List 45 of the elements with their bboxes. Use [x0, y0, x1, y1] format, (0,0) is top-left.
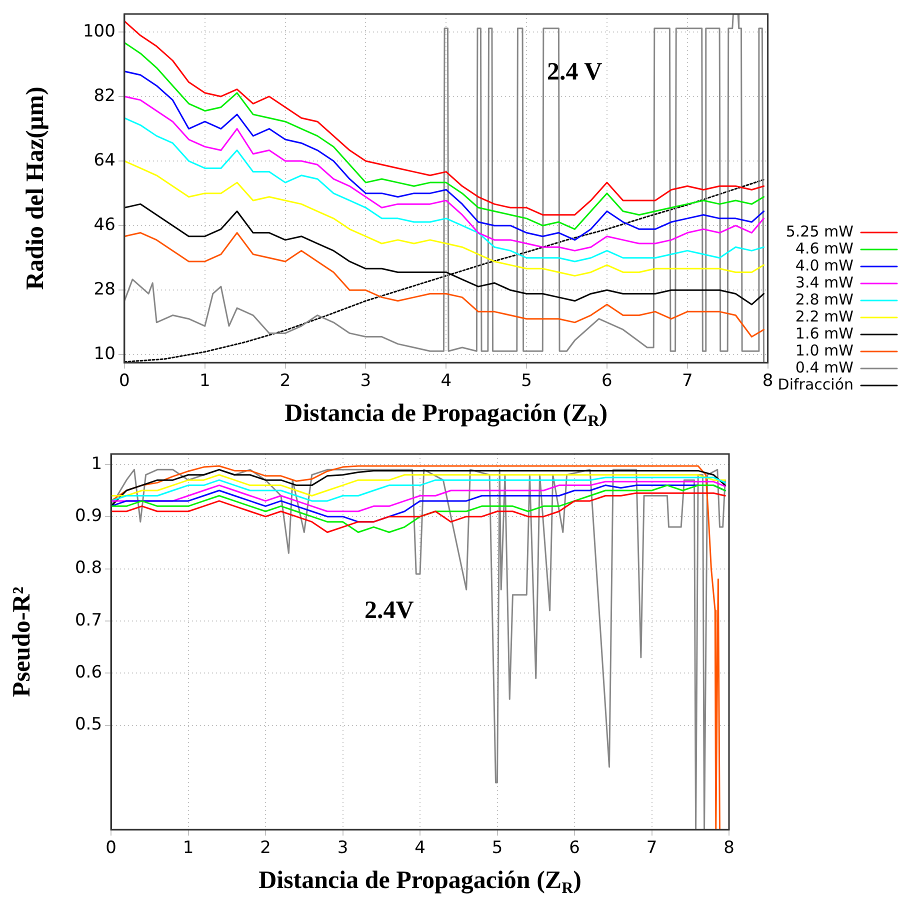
- x-tick-label: 7: [682, 371, 693, 392]
- x-tick-label: 4: [440, 371, 452, 392]
- x-tick-label: 1: [199, 371, 210, 392]
- annotation: 2.4V: [364, 597, 414, 624]
- x-tick-label: 1: [182, 838, 194, 858]
- y-tick-label: 1: [91, 454, 102, 474]
- x-tick-label: 3: [337, 838, 348, 858]
- x-tick-label: 6: [602, 371, 612, 392]
- y-tick-label: 0.7: [74, 610, 102, 630]
- x-tick-label: 3: [360, 371, 372, 392]
- x-tick-label: 0: [119, 371, 130, 392]
- y-tick-label: 82: [94, 86, 116, 106]
- y-tick-label: 46: [94, 215, 116, 236]
- x-tick-label: 7: [646, 838, 658, 858]
- y-axis-title: Pseudo-R²: [8, 586, 36, 697]
- y-axis-title: Radio del Haz(µm): [22, 86, 49, 290]
- legend-label: 2.2 mW: [795, 307, 854, 326]
- x-tick-label: 8: [762, 371, 774, 392]
- legend-label: 4.0 mW: [795, 256, 854, 274]
- y-tick-label: 0.5: [74, 714, 102, 735]
- line-series: [124, 178, 765, 363]
- x-tick-label: 5: [521, 371, 532, 392]
- legend-label: Difracción: [778, 375, 854, 394]
- annotation: 2.4 V: [547, 58, 602, 86]
- y-tick-label: 100: [82, 21, 116, 42]
- legend-label: 4.6 mW: [795, 239, 854, 258]
- x-tick-label: 6: [569, 838, 580, 858]
- legend-label: 1.0 mW: [795, 341, 854, 360]
- y-tick-label: 10: [94, 344, 116, 364]
- y-tick-label: 0.6: [74, 662, 102, 683]
- legend-label: 2.8 mW: [795, 290, 854, 308]
- x-tick-label: 2: [260, 838, 271, 858]
- legend-label: 5.25 mW: [786, 222, 854, 240]
- legend-label: 3.4 mW: [795, 273, 854, 292]
- x-tick-label: 0: [106, 838, 116, 858]
- x-tick-label: 5: [492, 838, 503, 858]
- legend-label: 0.4 mW: [795, 358, 854, 376]
- x-tick-label: 2: [280, 371, 291, 392]
- y-tick-label: 64: [94, 150, 116, 170]
- y-tick-label: 0.9: [74, 506, 102, 526]
- x-tick-label: 8: [724, 838, 734, 858]
- legend-label: 1.6 mW: [795, 324, 854, 342]
- x-tick-label: 4: [414, 838, 426, 858]
- y-tick-label: 0.8: [74, 558, 102, 578]
- y-tick-label: 28: [94, 280, 116, 300]
